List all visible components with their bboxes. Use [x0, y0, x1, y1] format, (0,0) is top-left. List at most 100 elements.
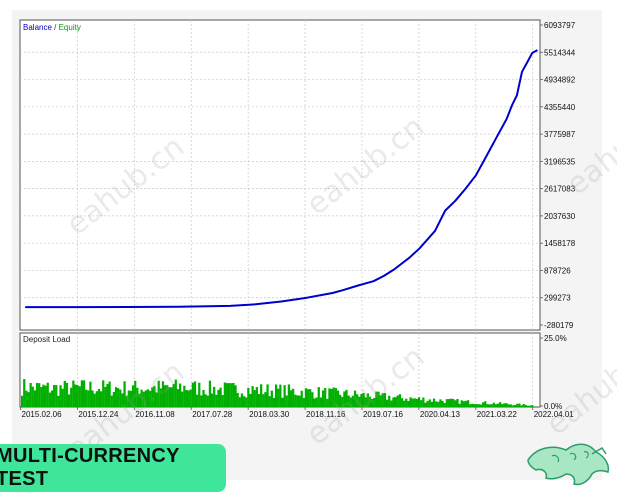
x-tick-label: 2016.11.08: [135, 410, 175, 419]
deposit-load-bar: [336, 390, 340, 407]
deposit-load-bar: [55, 385, 58, 407]
legend-separator: /: [52, 23, 59, 32]
deposit-load-bar: [392, 397, 395, 407]
deposit-load-bar: [138, 393, 141, 407]
deposit-load-bar: [104, 386, 107, 407]
y-tick-label: 2037630: [544, 212, 576, 221]
date-axis: 2015.02.06 2015.12.24 2016.11.08 2017.07.28…: [20, 407, 574, 419]
deposit-load-bar: [217, 389, 220, 407]
deposit-load-bar: [181, 391, 184, 407]
deposit-load-bar: [356, 394, 359, 407]
deposit-load-bar: [360, 393, 363, 407]
deposit-load-bar: [189, 389, 192, 407]
deposit-load-bar: [110, 395, 113, 407]
deposit-load-bar: [59, 385, 62, 407]
deposit-load-bar: [144, 390, 148, 407]
series-line-balance: [25, 49, 538, 309]
deposit-load-bar: [403, 400, 406, 407]
multi-currency-badge: MULTI-CURRENCY TEST: [0, 444, 226, 492]
deposit-load-bar: [492, 402, 495, 407]
deposit-load-bar: [447, 399, 451, 407]
deposit-load-bar: [518, 403, 521, 407]
deposit-load-bar: [413, 398, 416, 407]
legend-balance: Balance: [23, 23, 52, 32]
deposit-load-bar: [221, 395, 224, 407]
deposit-load-bar: [151, 387, 154, 407]
deposit-load-bar: [296, 395, 299, 407]
deposit-load-bar: [170, 387, 173, 407]
deposit-load-bar: [315, 397, 318, 407]
deposit-load-bar: [268, 396, 271, 407]
deposit-load-bar: [341, 396, 344, 407]
deposit-load-bar: [368, 396, 372, 407]
deposit-load-bar: [353, 390, 357, 407]
deposit-load-bar: [234, 385, 237, 407]
deposit-load-bar: [274, 384, 278, 407]
deposit-load-bar: [57, 395, 60, 407]
deposit-load-bar: [432, 398, 436, 407]
deposit-load-bar: [202, 389, 205, 407]
deposit-load-bar: [328, 388, 331, 407]
deposit-load-bar: [102, 380, 105, 407]
y-tick-label: 4934892: [544, 76, 576, 85]
deposit-load-bar: [230, 383, 233, 407]
deposit-load-bar: [505, 403, 508, 407]
deposit-load-bar: [289, 390, 293, 407]
deposit-load-bar: [232, 382, 235, 407]
balance-y-axis: 6093797 5514344 4934892 4355440 3775987 31965…: [540, 21, 576, 330]
deposit-load-bar: [464, 400, 468, 407]
deposit-load-bar: [228, 383, 231, 407]
deposit-load-bar: [223, 382, 226, 407]
deposit-load-bar: [477, 404, 480, 407]
x-tick-label: 2020.04.13: [420, 410, 461, 419]
deposit-load-bar: [270, 390, 273, 407]
deposit-load-bar: [443, 403, 446, 407]
deposit-load-bar: [38, 383, 41, 407]
deposit-load-bar: [257, 394, 261, 407]
y-tick-label: 1458178: [544, 239, 576, 248]
y-tick-label: 878726: [544, 266, 571, 275]
deposit-load-bar: [153, 385, 156, 407]
deposit-load-bar: [166, 385, 169, 407]
y-tick-label: 3196535: [544, 157, 576, 166]
deposit-load-bar: [277, 388, 280, 407]
deposit-load-bar: [400, 398, 404, 407]
deposit-load-bar: [262, 394, 265, 407]
deposit-load-bar: [526, 405, 530, 407]
badge-label: MULTI-CURRENCY TEST: [0, 445, 180, 490]
deposit-load-bar: [134, 380, 137, 407]
deposit-load-bar: [53, 385, 56, 407]
deposit-load-bar: [469, 404, 472, 407]
deposit-load-bar: [163, 385, 167, 407]
deposit-load-bar: [131, 385, 135, 407]
deposit-load-bar: [82, 380, 86, 407]
leopard-logo-icon: [527, 443, 610, 486]
deposit-load-bar: [445, 399, 448, 407]
y-tick-label: 4355440: [544, 103, 576, 112]
deposit-load-bar: [409, 397, 412, 407]
deposit-load-bar: [471, 403, 474, 407]
deposit-load-bar: [528, 405, 532, 407]
deposit-load-bar: [264, 392, 267, 407]
deposit-load-bar: [300, 390, 303, 407]
deposit-load-bar: [304, 388, 308, 407]
deposit-load-bar: [319, 397, 323, 407]
deposit-load-bar: [266, 384, 269, 407]
deposit-load-bar: [439, 399, 442, 407]
deposit-load-bar: [87, 390, 90, 407]
x-tick-label: 2015.02.06: [22, 410, 63, 419]
deposit-load-bar: [50, 390, 54, 407]
deposit-load-bar: [157, 380, 160, 407]
deposit-load-bar: [496, 403, 500, 407]
deposit-load-bar: [99, 391, 103, 407]
deposit-load-bar: [129, 390, 133, 407]
deposit-load-bar: [511, 405, 515, 407]
deposit-load-bar: [42, 384, 45, 407]
deposit-load-bar: [123, 381, 126, 407]
deposit-load-bar: [106, 384, 109, 407]
deposit-load-bar: [398, 394, 401, 407]
deposit-load-bar: [136, 387, 139, 407]
deposit-load-bar: [426, 400, 429, 407]
deposit-load-bar: [362, 392, 365, 407]
deposit-load-bar: [251, 386, 254, 407]
